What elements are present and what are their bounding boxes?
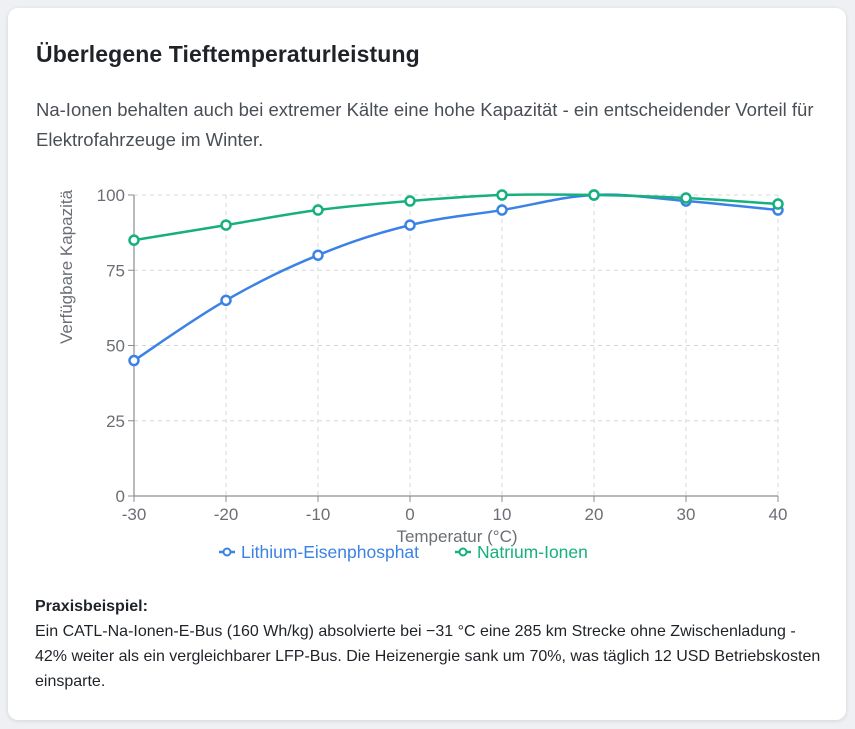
data-point (496, 204, 508, 216)
x-tick-label: 10 (493, 505, 512, 524)
legend-marker-icon (458, 547, 468, 557)
legend-marker-icon (222, 547, 232, 557)
chart-legend[interactable]: Lithium-Eisenphosphat Natrium-Ionen (219, 542, 588, 562)
data-point (772, 198, 784, 210)
data-point (220, 219, 232, 231)
data-point (404, 195, 416, 207)
x-axis-label: Temperatur (°C) (396, 527, 517, 546)
x-tick-label: 0 (405, 505, 414, 524)
x-tick-label: -10 (306, 505, 331, 524)
practice-example-text: Ein CATL-Na-Ionen-E-Bus (160 Wh/kg) abso… (35, 623, 821, 690)
legend-label: Natrium-Ionen (477, 542, 588, 562)
legend-item[interactable]: Lithium-Eisenphosphat (219, 542, 419, 562)
info-card: Überlegene Tieftemperaturleistung Na-Ion… (8, 8, 846, 720)
x-tick-label: 40 (769, 505, 788, 524)
series-line (133, 193, 779, 362)
card-title: Überlegene Tieftemperaturleistung (36, 41, 420, 67)
data-point (312, 204, 324, 216)
y-tick-label: 0 (116, 487, 125, 506)
chart-series (128, 189, 784, 367)
practice-example: Praxisbeispiel: Ein CATL-Na-Ionen-E-Bus … (35, 594, 825, 694)
y-tick-label: 75 (106, 261, 125, 280)
practice-example-heading: Praxisbeispiel: (35, 598, 148, 615)
chart-axes: 0 25 50 75 100 -30 -20 -10 0 10 20 30 40 (97, 186, 788, 524)
y-tick-label: 100 (97, 186, 125, 205)
data-point (404, 219, 416, 231)
x-tick-label: 30 (677, 505, 696, 524)
data-point (496, 189, 508, 201)
legend-item[interactable]: Natrium-Ionen (455, 542, 588, 562)
y-tick-label: 50 (106, 337, 125, 356)
series-na-ion (128, 189, 784, 246)
y-tick-label: 25 (106, 412, 125, 431)
data-point (312, 249, 324, 261)
series-line (133, 193, 779, 242)
x-tick-label: 20 (585, 505, 604, 524)
legend-label: Lithium-Eisenphosphat (241, 542, 419, 562)
series-lfp (128, 189, 784, 367)
card-subtitle: Na-Ionen behalten auch bei extremer Kält… (36, 99, 814, 150)
x-tick-label: -20 (214, 505, 239, 524)
data-point (220, 294, 232, 307)
y-axis-label: Verfügbare Kapazitä (57, 189, 76, 344)
x-tick-label: -30 (122, 505, 147, 524)
data-point (680, 192, 692, 204)
chart-grid (134, 194, 779, 496)
data-point (128, 234, 140, 246)
data-point (128, 354, 140, 367)
data-point (588, 189, 600, 201)
temperature-capacity-chart: 0 25 50 75 100 -30 -20 -10 0 10 20 30 40 Temperatur … (57, 186, 788, 562)
